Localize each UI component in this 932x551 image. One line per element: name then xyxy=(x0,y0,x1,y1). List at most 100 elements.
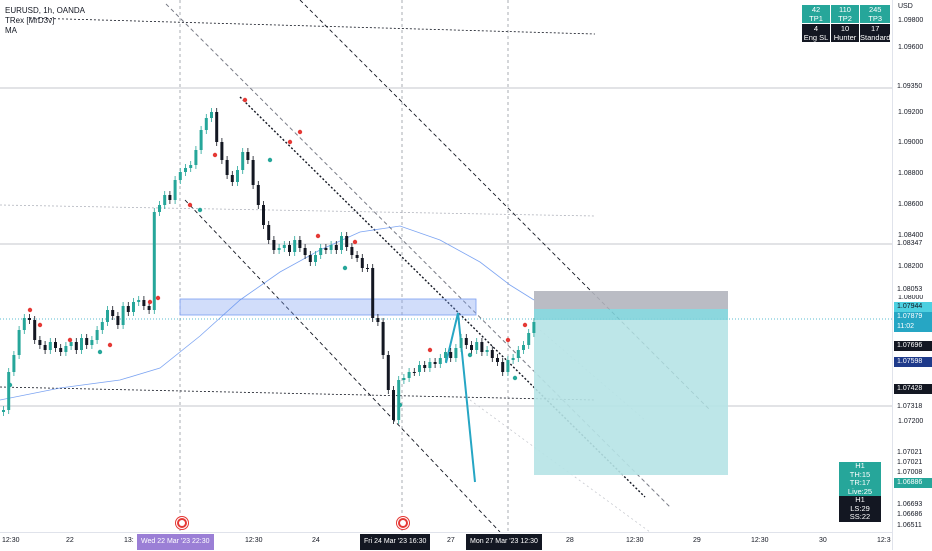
candle-body xyxy=(204,118,208,130)
candle-body xyxy=(449,352,453,358)
candle-body xyxy=(22,318,26,330)
price-tick: 1.08200 xyxy=(898,263,924,270)
candle-body xyxy=(28,318,31,320)
candle-body xyxy=(152,212,156,310)
candle-body xyxy=(90,340,94,345)
candle-body xyxy=(480,342,484,352)
candle-body xyxy=(246,152,250,160)
candle-body xyxy=(137,300,141,302)
h1-label: H1 xyxy=(855,495,865,504)
price-tick: 1.09800 xyxy=(898,17,924,24)
candles xyxy=(2,108,536,424)
buy-marker xyxy=(97,349,103,355)
candle-body xyxy=(147,306,151,310)
tr-value: TR:17 xyxy=(849,478,871,487)
price-label: 1.07021 xyxy=(894,448,932,458)
chart-canvas[interactable] xyxy=(0,0,892,532)
standard-cell: 17 Standard xyxy=(858,23,892,43)
price-tick: 1.08400 xyxy=(898,232,924,239)
candle-body xyxy=(454,348,458,358)
price-label: 1.06511 xyxy=(894,521,932,531)
candle-body xyxy=(85,338,89,345)
target-zone xyxy=(534,320,728,475)
candle-body xyxy=(54,342,57,348)
tp-row: 42 TP1 110 TP2 245 TP3 xyxy=(801,4,892,24)
candle-body xyxy=(527,333,531,345)
candle-body xyxy=(38,340,42,345)
candle-body xyxy=(64,346,68,352)
candle-body xyxy=(386,355,390,390)
symbol-title[interactable]: EURUSD, 1h, OANDA xyxy=(5,6,86,15)
candle-body xyxy=(329,245,333,250)
candle-body xyxy=(256,185,260,205)
candle-body xyxy=(158,205,161,212)
price-tick: 1.09000 xyxy=(898,139,924,146)
candle-body xyxy=(220,142,224,160)
trend-line xyxy=(184,199,501,532)
stop-zone xyxy=(534,291,728,309)
time-axis[interactable]: 12:30 22 13: 12:30 24 27 28 12:30 29 12:… xyxy=(0,532,892,551)
tp2-cell: 110 TP2 xyxy=(830,4,860,24)
price-axis[interactable]: USD 1.09800 1.09600 1.09200 1.09000 1.08… xyxy=(892,0,932,550)
candle-body xyxy=(308,255,312,262)
candle-body xyxy=(95,330,99,340)
time-tick: 13: xyxy=(124,537,134,544)
candle-body xyxy=(282,245,286,248)
h1-trend-box: H1 TH:15 TR:17 Live:25 xyxy=(839,461,881,496)
price-label: 1.08347 xyxy=(894,239,932,249)
candle-body xyxy=(189,165,193,168)
time-tick: 29 xyxy=(693,537,701,544)
time-tick: 12:30 xyxy=(751,537,769,544)
ma-line xyxy=(0,225,535,401)
price-tick: 1.08800 xyxy=(898,170,924,177)
chart-legend: EURUSD, 1h, OANDA TRex [MrD3v] MA xyxy=(5,6,85,36)
indicator-ma[interactable]: MA xyxy=(5,26,17,35)
sell-marker xyxy=(107,342,113,348)
candle-body xyxy=(12,355,16,372)
economic-event-icon[interactable] xyxy=(176,517,188,529)
candle-body xyxy=(475,342,479,350)
candle-body xyxy=(215,112,219,142)
candle-body xyxy=(163,195,167,205)
candle-body xyxy=(277,248,281,250)
price-label: 1.07008 xyxy=(894,468,932,478)
candle-body xyxy=(418,365,421,372)
candle-body xyxy=(350,247,354,255)
time-highlight: Mon 27 Mar '23 12:30 xyxy=(466,534,542,550)
sell-marker xyxy=(187,202,193,208)
h1-label: H1 xyxy=(855,461,865,470)
buy-marker xyxy=(197,207,203,213)
candle-body xyxy=(116,316,120,325)
candle-body xyxy=(319,248,323,255)
candle-body xyxy=(69,342,73,346)
candle-body xyxy=(501,362,505,372)
sl-row: 4 Eng SL 10 Hunter 17 Standard xyxy=(801,23,892,43)
candle-body xyxy=(293,240,297,252)
candle-body xyxy=(412,372,416,373)
level-line xyxy=(0,204,596,217)
economic-event-icon[interactable] xyxy=(397,517,409,529)
sell-marker xyxy=(147,299,153,305)
candle-body xyxy=(17,330,21,355)
candle-body xyxy=(340,236,343,250)
candle-body xyxy=(111,310,115,316)
candle-body xyxy=(106,310,109,322)
candle-body xyxy=(173,180,177,200)
price-label: 1.07318 xyxy=(894,402,932,412)
indicator-trex[interactable]: TRex [MrD3v] xyxy=(5,16,55,25)
sell-marker xyxy=(27,307,33,313)
candle-body xyxy=(392,390,395,420)
time-tick: 24 xyxy=(312,537,320,544)
candle-body xyxy=(381,322,385,355)
chart-plot-area[interactable]: EURUSD, 1h, OANDA TRex [MrD3v] MA 42 TP1 … xyxy=(0,0,892,532)
price-label: 1.07598 xyxy=(894,357,932,367)
candle-body xyxy=(402,378,406,380)
price-tick: 1.09200 xyxy=(898,109,924,116)
price-label: 1.09350 xyxy=(894,82,932,92)
current-price-label: 1.07879 xyxy=(894,312,932,322)
price-label: 1.07428 xyxy=(894,384,932,394)
candle-body xyxy=(262,205,265,225)
candle-body xyxy=(210,112,213,118)
candle-body xyxy=(33,320,37,340)
sell-marker xyxy=(212,152,218,158)
